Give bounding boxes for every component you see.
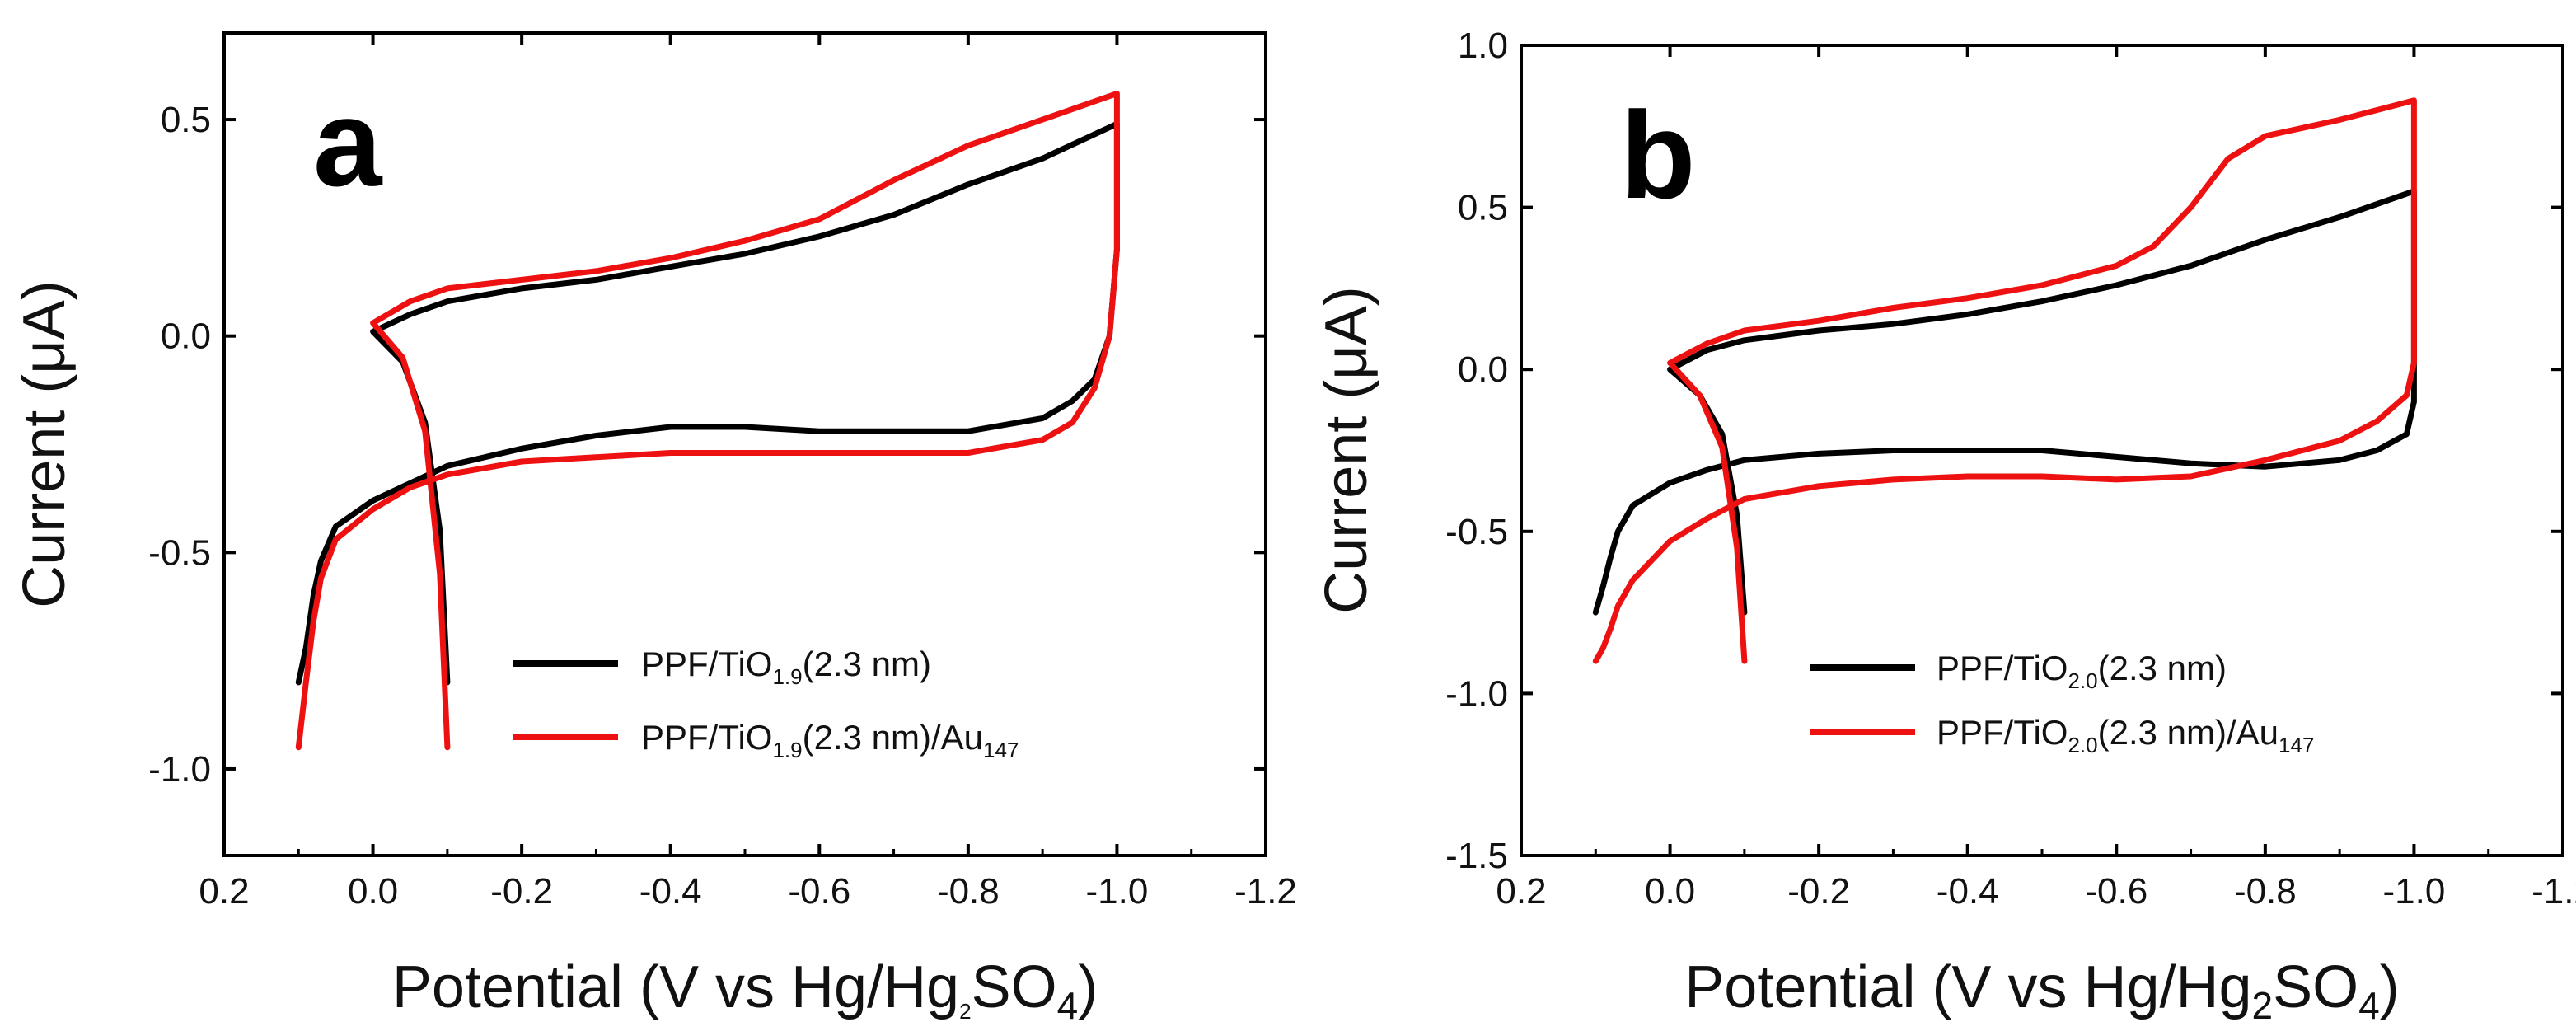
series-layer [1592,97,2417,664]
legend: PPF/TiO1.9(2.3 nm) PPF/TiO1.9(2.3 nm)/Au… [513,645,1019,762]
x-axis-title-subscript: 2 [2252,984,2274,1027]
x-tick-label: -0.4 [1937,871,1999,912]
x-tick-label: -1.2 [1234,871,1297,912]
y-tick-label: 0.5 [161,100,211,140]
y-tick-labels: 0.5 0.0 -0.5 -1.0 [148,100,211,790]
y-tick-labels: 1.0 0.5 0.0 -0.5 -1.0 -1.5 [1445,26,1508,876]
y-tick-label: 0.0 [161,316,211,357]
x-tick-label: -0.6 [2085,871,2147,912]
x-tick-label: -1.0 [1086,871,1149,912]
x-tick-label: -0.4 [639,871,702,912]
x-tick-label: 0.2 [1496,871,1546,912]
y-tick-label: -1.0 [148,749,211,790]
x-tick-label: -0.8 [937,871,1000,912]
y-tick-label: 0.5 [1458,188,1508,228]
x-tick-label: -0.2 [490,871,553,912]
panel-label: a [313,73,383,212]
y-axis-title: Current (μA) [12,280,77,608]
y-tick-label: -0.5 [1445,512,1508,552]
chart-panel-a: 0.5 0.0 -0.5 -1.0 0.2 0.0 -0.2 -0.4 -0.6 -0.8 -1.… [12,31,1297,1027]
y-tick-label: -0.5 [148,532,211,573]
x-axis-title-part: SO [972,954,1057,1020]
x-axis-title-part: ) [2380,954,2400,1020]
legend: PPF/TiO2.0(2.3 nm) PPF/TiO2.0(2.3 nm)/Au… [1810,649,2314,757]
y-tick-label: 1.0 [1458,26,1508,66]
series-line-1 [1592,188,2417,616]
y-axis-title: Current (μA) [1314,286,1379,614]
x-tick-label: -0.8 [2234,871,2297,912]
legend-label-series-2: PPF/TiO1.9(2.3 nm)/Au147 [641,718,1019,762]
y-tick-label: -1.5 [1445,836,1508,876]
x-axis-title-part: SO [2273,954,2358,1020]
series-layer [295,91,1120,751]
x-axis-title-subscript: 2 [959,999,971,1024]
x-axis-title-part: Potential (V vs Hg/Hg [1684,954,2251,1020]
x-axis-title-subscript: 4 [1057,984,1079,1027]
y-tick-label: -1.0 [1445,673,1508,714]
x-axis-title-part: ) [1078,954,1098,1020]
legend-label-series-1: PPF/TiO1.9(2.3 nm) [641,645,931,689]
series-line-2 [1592,97,2417,664]
x-axis-title: Potential (V vs Hg/Hg2SO4) [392,954,1098,1027]
x-tick-label: 0.0 [348,871,398,912]
x-axis-title: Potential (V vs Hg/Hg2SO4) [1684,954,2400,1027]
x-tick-label: 0.0 [1645,871,1695,912]
x-tick-labels: 0.2 0.0 -0.2 -0.4 -0.6 -0.8 -1.0 -1.2 [1496,871,2576,912]
series-line-2 [295,91,1120,751]
panel-label: b [1620,86,1696,224]
legend-label-series-2: PPF/TiO2.0(2.3 nm)/Au147 [1937,713,2314,757]
x-tick-label: -1.0 [2383,871,2446,912]
x-tick-labels: 0.2 0.0 -0.2 -0.4 -0.6 -0.8 -1.0 -1.2 [199,871,1297,912]
x-tick-label: 0.2 [199,871,249,912]
axis-ticks [222,33,1267,856]
x-axis-title-part: Potential (V vs Hg/Hg [392,954,959,1020]
chart-panel-b: 1.0 0.5 0.0 -0.5 -1.0 -1.5 0.2 0.0 -0.2 -0.4 -0.6… [1314,26,2576,1027]
legend-label-series-1: PPF/TiO2.0(2.3 nm) [1937,649,2227,693]
x-tick-label: -0.2 [1787,871,1850,912]
x-axis-title-subscript: 4 [2358,984,2380,1027]
x-tick-label: -1.2 [2532,871,2576,912]
axis-ticks [1520,44,2564,857]
x-tick-label: -0.6 [788,871,850,912]
y-tick-label: 0.0 [1458,349,1508,390]
series-line-1 [295,120,1120,686]
